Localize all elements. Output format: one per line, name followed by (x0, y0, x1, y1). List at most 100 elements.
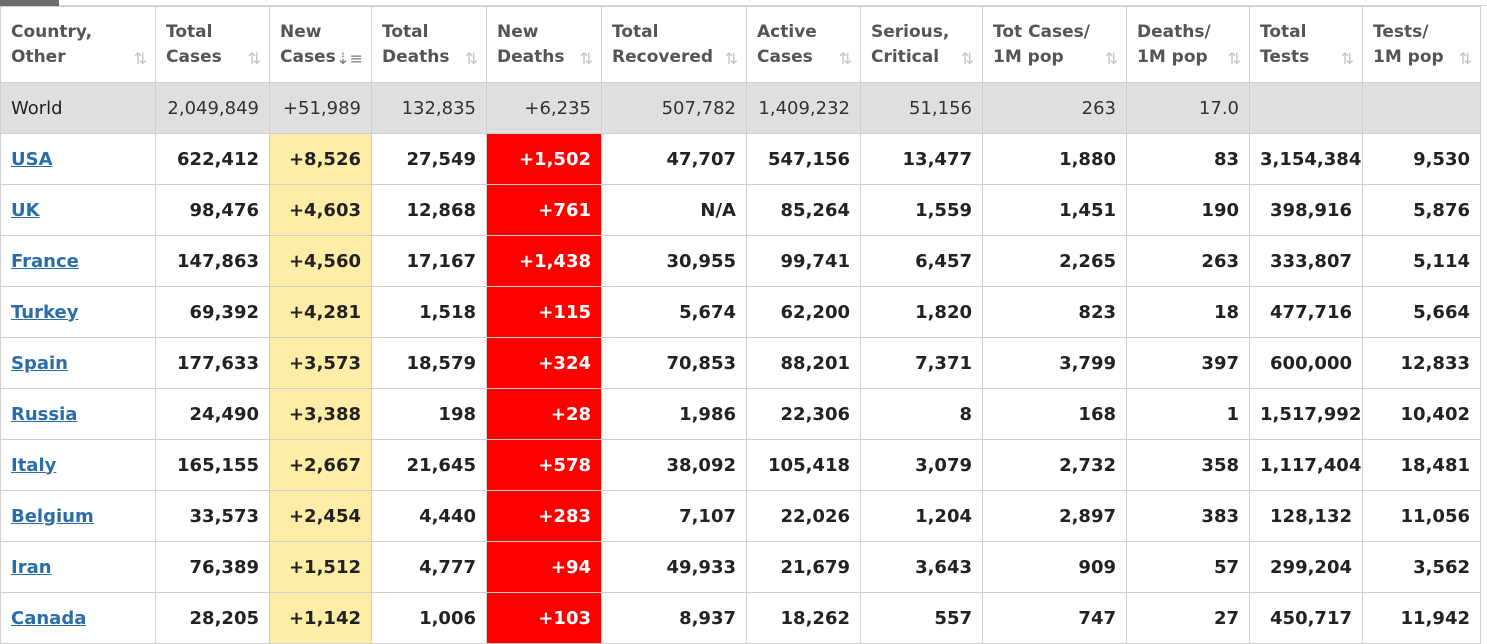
cell-tests-per-1m: 10,402 (1362, 388, 1481, 440)
sort-arrows-icon[interactable]: ⇅ (1340, 49, 1354, 68)
country-link[interactable]: Russia (11, 403, 78, 425)
cell-deaths-per-1m: 83 (1126, 133, 1250, 185)
cell-active-cases: 21,679 (746, 541, 861, 593)
country-link[interactable]: Belgium (11, 505, 94, 527)
sort-arrows-icon[interactable]: ⇅ (1458, 49, 1472, 68)
column-header-label: Total Tests (1260, 20, 1352, 70)
column-header-label: Country, Other (11, 20, 145, 70)
country-link[interactable]: Turkey (11, 301, 79, 323)
cell-deaths-per-1m: 190 (1126, 184, 1250, 236)
cell-tests-per-1m: 5,114 (1362, 235, 1481, 287)
cell-country: Iran (0, 541, 156, 593)
sort-arrows-icon[interactable]: ⇅ (838, 49, 852, 68)
column-header-active-cases[interactable]: Active Cases ⇅ (746, 6, 861, 83)
column-header-cases-per-1m[interactable]: Tot Cases/1M pop ⇅ (982, 6, 1127, 83)
header-line2: Cases (757, 46, 813, 67)
cell-serious-critical: 51,156 (860, 82, 983, 134)
cell-country: France (0, 235, 156, 287)
country-row: Turkey 69,392 +4,281 1,518 +115 5,674 62,200 1,… (0, 286, 1481, 338)
cell-total-recovered: 1,986 (601, 388, 747, 440)
cell-serious-critical: 1,204 (860, 490, 983, 542)
cell-tests-per-1m: 5,876 (1362, 184, 1481, 236)
cell-total-recovered: 8,937 (601, 592, 747, 644)
column-header-new-cases[interactable]: New Cases ⇣≡ (269, 6, 372, 83)
header-line2: Recovered (612, 46, 714, 67)
cell-total-deaths: 132,835 (371, 82, 487, 134)
cell-new-cases: +3,573 (269, 337, 372, 389)
cell-country: Spain (0, 337, 156, 389)
header-line2: Other (11, 46, 66, 67)
header-line2: Cases (166, 46, 222, 67)
column-header-new-deaths[interactable]: New Deaths ⇅ (486, 6, 602, 83)
cell-new-cases: +3,388 (269, 388, 372, 440)
column-header-total-cases[interactable]: Total Cases ⇅ (155, 6, 270, 83)
sort-arrows-icon[interactable]: ⇅ (247, 49, 261, 68)
column-header-label: Tests/1M pop (1373, 20, 1470, 70)
column-header-total-deaths[interactable]: Total Deaths ⇅ (371, 6, 487, 83)
cell-deaths-per-1m: 18 (1126, 286, 1250, 338)
header-line2: 1M pop (993, 46, 1064, 67)
column-header-tests-per-1m[interactable]: Tests/1M pop ⇅ (1362, 6, 1481, 83)
country-link[interactable]: UK (11, 199, 40, 221)
cell-total-cases: 177,633 (155, 337, 270, 389)
cell-total-cases: 69,392 (155, 286, 270, 338)
header-line2: Critical (871, 46, 940, 67)
country-link[interactable]: Italy (11, 454, 57, 476)
cell-new-deaths: +6,235 (486, 82, 602, 134)
cell-active-cases: 88,201 (746, 337, 861, 389)
cell-total-tests: 3,154,384 (1249, 133, 1363, 185)
cell-total-cases: 165,155 (155, 439, 270, 491)
cell-total-cases: 2,049,849 (155, 82, 270, 134)
cell-new-deaths: +578 (486, 439, 602, 491)
cell-total-recovered: 30,955 (601, 235, 747, 287)
sort-arrows-icon[interactable]: ⇅ (133, 49, 147, 68)
sort-arrows-icon[interactable]: ⇅ (1227, 49, 1241, 68)
cell-serious-critical: 6,457 (860, 235, 983, 287)
country-link[interactable]: France (11, 250, 79, 272)
cell-active-cases: 1,409,232 (746, 82, 861, 134)
cell-cases-per-1m: 3,799 (982, 337, 1127, 389)
sort-arrows-icon[interactable]: ⇅ (579, 49, 593, 68)
cell-tests-per-1m: 3,562 (1362, 541, 1481, 593)
header-line1: Deaths/ (1137, 21, 1211, 42)
cell-deaths-per-1m: 383 (1126, 490, 1250, 542)
column-header-label: Serious, Critical (871, 20, 972, 70)
sort-descending-icon[interactable]: ⇣≡ (336, 49, 363, 68)
cell-new-deaths: +1,502 (486, 133, 602, 185)
sort-arrows-icon[interactable]: ⇅ (960, 49, 974, 68)
cell-tests-per-1m: 12,833 (1362, 337, 1481, 389)
cell-active-cases: 99,741 (746, 235, 861, 287)
country-link[interactable]: Spain (11, 352, 68, 374)
column-header-total-recovered[interactable]: Total Recovered ⇅ (601, 6, 747, 83)
cell-total-cases: 76,389 (155, 541, 270, 593)
sort-arrows-icon[interactable]: ⇅ (724, 49, 738, 68)
cell-total-cases: 28,205 (155, 592, 270, 644)
coronavirus-stats-table: Country, Other ⇅ Total Cases ⇅ New Cases ⇣≡ Total… (0, 6, 1481, 644)
cell-active-cases: 18,262 (746, 592, 861, 644)
cell-total-recovered: 38,092 (601, 439, 747, 491)
cell-total-deaths: 21,645 (371, 439, 487, 491)
header-line2: 1M pop (1373, 46, 1444, 67)
column-header-country[interactable]: Country, Other ⇅ (0, 6, 156, 83)
column-header-serious-critical[interactable]: Serious, Critical ⇅ (860, 6, 983, 83)
cell-deaths-per-1m: 397 (1126, 337, 1250, 389)
sort-arrows-icon[interactable]: ⇅ (464, 49, 478, 68)
country-link[interactable]: Canada (11, 607, 87, 629)
cell-country: Canada (0, 592, 156, 644)
cell-new-cases: +1,512 (269, 541, 372, 593)
country-link[interactable]: USA (11, 148, 53, 170)
cell-active-cases: 547,156 (746, 133, 861, 185)
cell-country: Turkey (0, 286, 156, 338)
sort-arrows-icon[interactable]: ⇅ (1104, 49, 1118, 68)
column-header-label: Total Deaths (382, 20, 476, 70)
country-row: UK 98,476 +4,603 12,868 +761 N/A 85,264 1,559 1,… (0, 184, 1481, 236)
header-line1: Total (612, 21, 659, 42)
header-line1: Serious, (871, 21, 950, 42)
column-header-total-tests[interactable]: Total Tests ⇅ (1249, 6, 1363, 83)
cell-total-deaths: 1,518 (371, 286, 487, 338)
header-line1: New (280, 21, 322, 42)
column-header-deaths-per-1m[interactable]: Deaths/1M pop ⇅ (1126, 6, 1250, 83)
country-link[interactable]: Iran (11, 556, 52, 578)
cell-cases-per-1m: 168 (982, 388, 1127, 440)
cell-total-deaths: 198 (371, 388, 487, 440)
